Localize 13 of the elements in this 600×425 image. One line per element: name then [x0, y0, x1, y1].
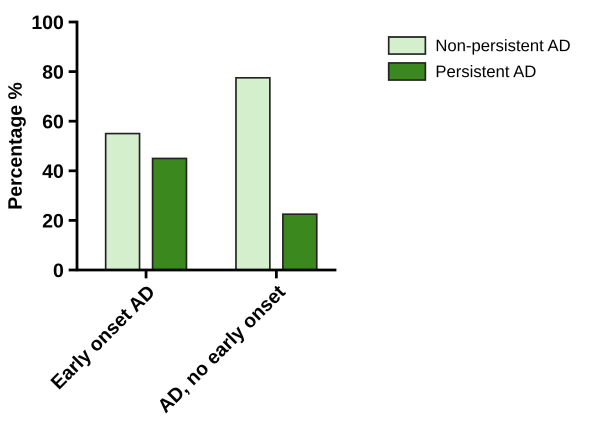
y-tick-label: 0: [54, 263, 64, 278]
bar: [235, 76, 271, 270]
y-tick-label: 20: [42, 214, 64, 228]
legend-label: Persistent AD: [436, 65, 536, 78]
y-axis-title: Percentage %: [8, 82, 26, 208]
bar: [152, 158, 188, 270]
bar: [104, 132, 140, 270]
legend-label: Non-persistent AD: [436, 39, 570, 55]
y-tick-label: 80: [42, 65, 64, 79]
y-tick-label: 40: [42, 164, 64, 178]
bar: [282, 213, 318, 270]
y-tick-label: 100: [32, 15, 64, 30]
y-tick-label: 60: [42, 114, 64, 128]
